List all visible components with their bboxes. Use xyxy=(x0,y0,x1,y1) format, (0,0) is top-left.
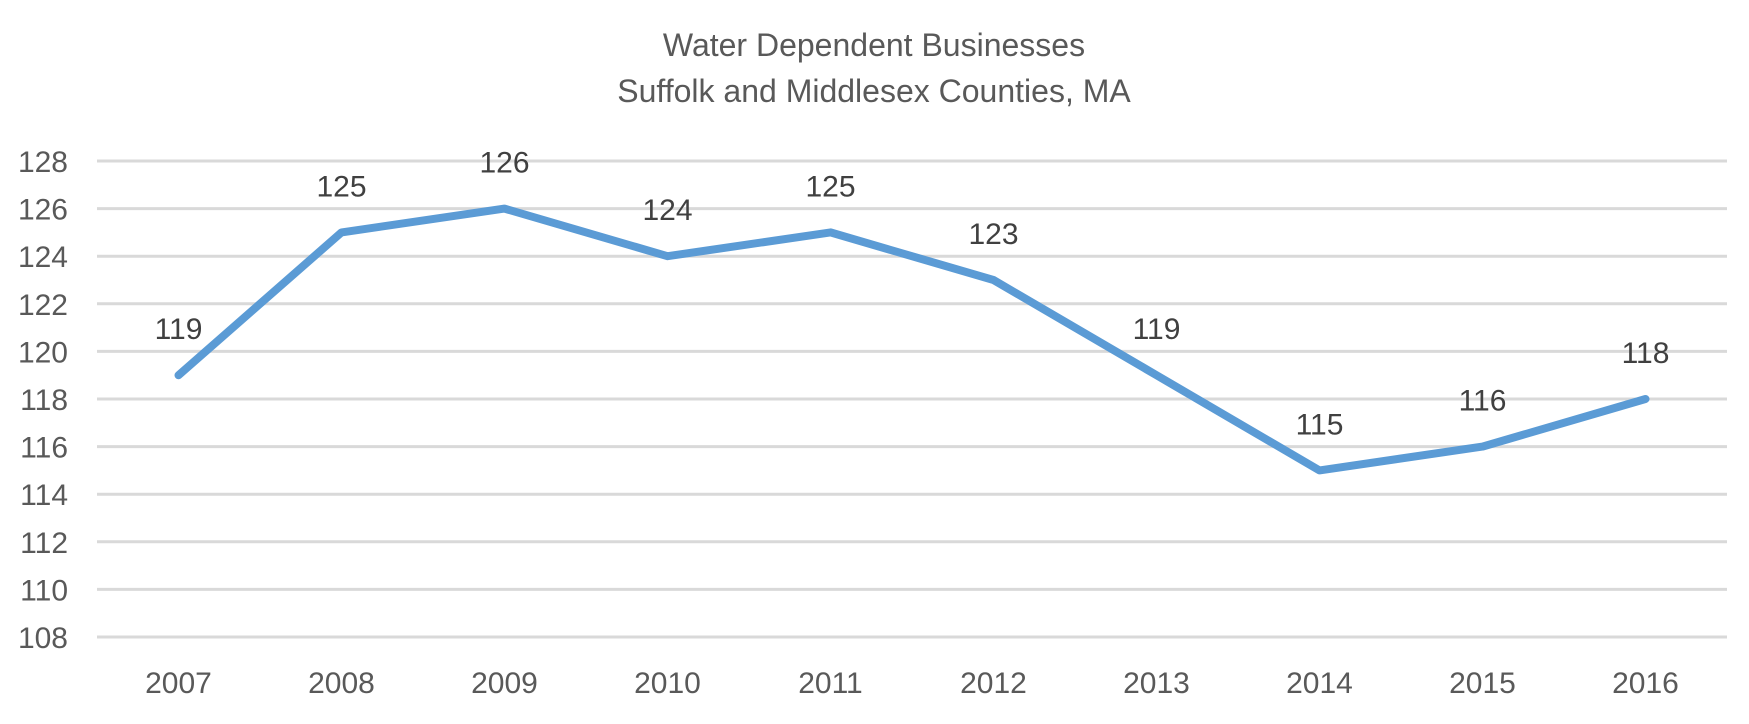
y-tick-label: 108 xyxy=(18,622,68,655)
y-tick-label: 114 xyxy=(20,479,68,512)
y-tick-label: 128 xyxy=(18,146,68,179)
data-point xyxy=(340,231,343,234)
x-tick-label: 2010 xyxy=(634,667,701,700)
chart-subtitle: Suffolk and Middlesex Counties, MA xyxy=(617,73,1131,109)
data-point xyxy=(1481,445,1484,448)
data-point xyxy=(1155,374,1158,377)
x-tick-label: 2013 xyxy=(1123,667,1190,700)
data-labels: 119 125 126 124 125 123 119 115 116 118 xyxy=(155,147,1670,442)
data-label: 119 xyxy=(1133,313,1181,346)
series-line xyxy=(174,204,1650,475)
x-tick-label: 2015 xyxy=(1449,667,1516,700)
data-label: 125 xyxy=(316,170,366,203)
x-tick-label: 2009 xyxy=(471,667,538,700)
data-label: 115 xyxy=(1296,408,1344,441)
y-tick-label: 112 xyxy=(20,527,68,560)
chart-title: Water Dependent Businesses xyxy=(663,27,1085,63)
x-tick-label: 2008 xyxy=(308,667,375,700)
y-tick-label: 110 xyxy=(20,574,68,607)
data-point xyxy=(829,231,832,234)
series xyxy=(174,204,1650,475)
y-tick-label: 116 xyxy=(20,432,68,465)
data-label: 124 xyxy=(642,194,692,227)
x-tick-label: 2014 xyxy=(1286,667,1353,700)
data-point xyxy=(177,374,180,377)
y-tick-label: 118 xyxy=(20,384,68,417)
data-point xyxy=(992,279,995,281)
data-label: 125 xyxy=(805,170,855,203)
x-tick-label: 2016 xyxy=(1612,667,1679,700)
data-point xyxy=(666,255,669,258)
data-label: 118 xyxy=(1622,337,1670,370)
data-label: 116 xyxy=(1459,385,1507,418)
data-point xyxy=(503,207,506,210)
x-tick-label: 2012 xyxy=(960,667,1027,700)
y-tick-label: 126 xyxy=(18,194,68,227)
data-label: 123 xyxy=(968,218,1018,251)
data-label: 119 xyxy=(155,313,203,346)
y-tick-label: 120 xyxy=(18,336,68,369)
y-axis-ticks: 108 110 112 114 116 118 120 122 124 126 128 xyxy=(18,146,68,655)
data-label: 126 xyxy=(479,147,529,180)
x-tick-label: 2011 xyxy=(798,667,863,700)
data-point xyxy=(1644,398,1647,400)
y-tick-label: 122 xyxy=(18,289,68,322)
y-tick-label: 124 xyxy=(18,241,68,274)
x-axis-ticks: 2007 2008 2009 2010 2011 2012 2013 2014 2015 2016 xyxy=(145,667,1679,700)
x-tick-label: 2007 xyxy=(145,667,212,700)
data-point xyxy=(1318,469,1321,472)
